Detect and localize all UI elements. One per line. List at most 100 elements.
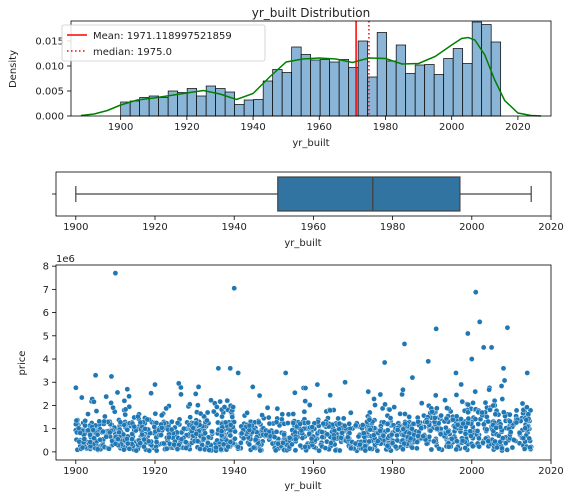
scatter-point	[327, 392, 333, 398]
scatter-point	[106, 446, 112, 452]
scatter-point	[222, 419, 229, 426]
histogram-bar	[424, 64, 435, 117]
scatter-point	[133, 447, 140, 454]
scatter-point	[135, 413, 141, 420]
scatter-point	[432, 414, 438, 421]
scatter-point	[256, 392, 263, 399]
scatter-point	[319, 434, 326, 440]
scatter-point	[470, 400, 476, 406]
y-tick-label: 0.005	[35, 87, 64, 98]
scatter-point	[502, 440, 509, 446]
scatter-point	[453, 446, 460, 453]
scatter-point	[399, 391, 405, 398]
scatter-point	[178, 391, 184, 398]
scatter-point	[523, 417, 530, 423]
scatter-point	[163, 445, 170, 452]
scatter-point	[519, 400, 526, 407]
histogram-axes-frame	[70, 20, 552, 117]
scatter-point	[468, 433, 474, 439]
scatter-point	[187, 401, 193, 408]
scatter-point	[166, 434, 172, 441]
scatter-point	[214, 404, 220, 410]
scatter-point	[459, 398, 466, 405]
histogram-bar	[481, 24, 492, 117]
scatter-point	[346, 420, 352, 427]
scatter-point	[434, 405, 440, 412]
scatter-point	[255, 419, 262, 426]
kde-curve	[80, 36, 542, 117]
scatter-point	[238, 430, 245, 437]
scatter-point	[445, 443, 452, 450]
scatter-point	[79, 444, 86, 451]
x-tick-label: 1940	[240, 122, 265, 133]
scatter-point	[246, 441, 253, 448]
scatter-y-ticks: 0 1 2 3 4 5 6 7 8	[43, 262, 56, 458]
y-tick-label: 0.000	[35, 112, 64, 123]
boxplot-x-label: yr_built	[284, 238, 321, 249]
scatter-point	[183, 439, 189, 445]
legend-frame	[61, 24, 266, 62]
scatter-point	[110, 404, 116, 411]
scatter-point	[348, 409, 354, 416]
scatter-point	[131, 423, 138, 430]
scatter-point	[487, 407, 493, 413]
scatter-x-ticks: 1900 1920 1940 1960 1980 2000 2020	[63, 460, 564, 477]
scatter-point	[178, 436, 185, 442]
scatter-point	[285, 411, 292, 418]
scatter-point	[122, 406, 129, 413]
scatter-point	[209, 428, 215, 435]
boxplot-box	[277, 176, 461, 212]
scatter-point	[322, 445, 329, 451]
scatter-point	[213, 444, 219, 451]
scatter-point	[366, 416, 373, 423]
scatter-point	[406, 414, 412, 420]
scatter-point	[200, 435, 207, 442]
scatter-point	[252, 436, 259, 443]
reference-lines	[355, 21, 370, 116]
scatter-point	[374, 447, 381, 454]
scatter-point	[183, 445, 189, 451]
scatter-point	[465, 401, 471, 408]
scatter-point	[359, 422, 366, 428]
scatter-point	[331, 435, 338, 442]
scatter-point	[297, 421, 303, 427]
scatter-point	[492, 438, 498, 445]
scatter-point	[450, 416, 456, 423]
scatter-point	[465, 330, 471, 337]
histogram-bar	[310, 59, 321, 117]
scatter-point	[305, 419, 311, 426]
scatter-point	[192, 391, 199, 397]
scatter-point	[266, 420, 273, 427]
scatter-point	[208, 397, 214, 404]
scatter-point	[290, 420, 297, 426]
x-tick-label: 1960	[301, 222, 326, 233]
scatter-point	[246, 422, 253, 429]
scatter-point	[391, 404, 398, 410]
scatter-point	[394, 432, 400, 439]
scatter-point	[394, 427, 401, 433]
scatter-point	[434, 425, 440, 432]
scatter-point	[357, 441, 363, 448]
x-tick-label: 1980	[373, 122, 398, 133]
histogram-bar	[338, 59, 350, 117]
scatter-point	[433, 326, 439, 332]
scatter-point	[292, 389, 298, 396]
scatter-point	[124, 426, 131, 433]
scatter-point	[458, 416, 464, 422]
histogram-bar	[357, 40, 369, 117]
scatter-point	[129, 436, 135, 443]
x-tick-label: 2020	[538, 222, 563, 233]
histogram-bar	[462, 63, 473, 117]
histogram-bar	[329, 61, 340, 117]
scatter-point	[73, 384, 79, 391]
scatter-point	[145, 438, 152, 445]
scatter-point	[139, 431, 145, 438]
scatter-point	[510, 437, 517, 443]
scatter-point	[386, 406, 393, 413]
scatter-point	[507, 411, 513, 418]
x-tick-label: 1920	[142, 222, 167, 233]
scatter-point	[306, 402, 313, 408]
scatter-point	[181, 425, 187, 432]
scatter-point	[224, 397, 231, 404]
scatter-point	[352, 422, 359, 429]
